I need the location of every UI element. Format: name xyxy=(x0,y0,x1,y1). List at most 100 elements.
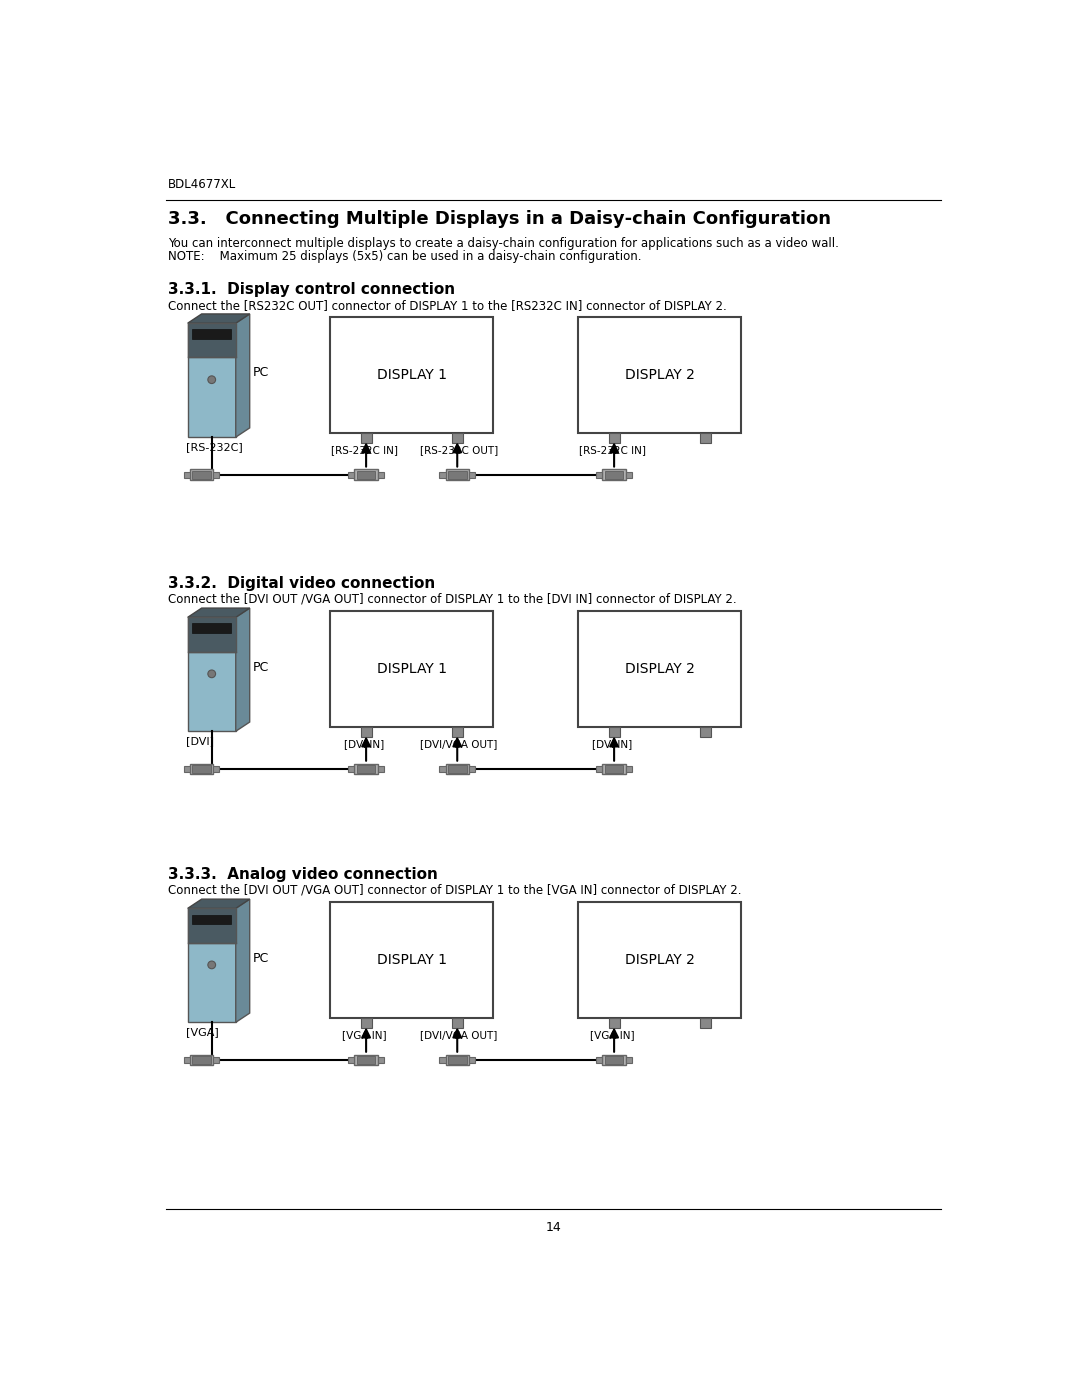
Bar xyxy=(190,469,213,481)
Bar xyxy=(609,726,620,736)
Bar xyxy=(605,471,623,479)
Bar xyxy=(578,317,741,433)
Bar xyxy=(378,1058,383,1063)
Text: DISPLAY 1: DISPLAY 1 xyxy=(377,953,447,967)
Bar xyxy=(700,1018,711,1028)
Text: [DVI IN]: [DVI IN] xyxy=(593,739,633,749)
Bar xyxy=(192,623,231,633)
Bar xyxy=(596,1058,603,1063)
Text: DISPLAY 1: DISPLAY 1 xyxy=(377,367,447,381)
Bar xyxy=(448,471,467,479)
Circle shape xyxy=(207,961,216,968)
Text: BDL4677XL: BDL4677XL xyxy=(167,179,235,191)
Bar xyxy=(356,766,376,773)
Bar xyxy=(448,766,467,773)
Bar xyxy=(448,1056,467,1065)
Bar xyxy=(625,766,632,773)
Bar xyxy=(596,472,603,478)
Bar xyxy=(330,610,494,726)
Bar xyxy=(469,1058,475,1063)
Bar xyxy=(440,472,446,478)
Bar xyxy=(446,764,469,774)
Bar xyxy=(469,472,475,478)
Bar xyxy=(213,766,219,773)
Bar xyxy=(354,1055,378,1066)
Bar xyxy=(192,471,211,479)
Bar xyxy=(348,766,354,773)
Polygon shape xyxy=(188,608,249,617)
Bar xyxy=(348,472,354,478)
Bar xyxy=(440,766,446,773)
Text: [DVI/VGA OUT]: [DVI/VGA OUT] xyxy=(420,1030,498,1039)
Bar xyxy=(348,1058,354,1063)
Bar xyxy=(213,472,219,478)
Polygon shape xyxy=(188,900,249,908)
Text: DISPLAY 1: DISPLAY 1 xyxy=(377,662,447,676)
Bar xyxy=(188,617,235,651)
Text: DISPLAY 2: DISPLAY 2 xyxy=(624,367,694,381)
Text: [VGA]: [VGA] xyxy=(186,1027,219,1037)
Bar xyxy=(188,908,235,1023)
Bar xyxy=(356,471,376,479)
Bar xyxy=(330,317,494,433)
Bar xyxy=(184,766,190,773)
Bar xyxy=(700,433,711,443)
Bar xyxy=(603,469,625,481)
Bar xyxy=(700,726,711,736)
Circle shape xyxy=(207,671,216,678)
Bar xyxy=(446,469,469,481)
Bar xyxy=(625,472,632,478)
Text: 3.3.   Connecting Multiple Displays in a Daisy-chain Configuration: 3.3. Connecting Multiple Displays in a D… xyxy=(167,210,831,228)
Text: [RS-232C OUT]: [RS-232C OUT] xyxy=(420,444,498,455)
Text: 3.3.3.  Analog video connection: 3.3.3. Analog video connection xyxy=(167,866,437,882)
Text: 3.3.1.  Display control connection: 3.3.1. Display control connection xyxy=(167,282,455,296)
Text: 3.3.2.  Digital video connection: 3.3.2. Digital video connection xyxy=(167,576,435,591)
Bar xyxy=(578,610,741,726)
Bar xyxy=(605,1056,623,1065)
Bar xyxy=(192,915,231,923)
Bar xyxy=(188,908,235,943)
Text: [DVI IN]: [DVI IN] xyxy=(345,739,384,749)
Bar xyxy=(356,1056,376,1065)
Bar xyxy=(578,902,741,1018)
Text: [VGA IN]: [VGA IN] xyxy=(342,1030,387,1039)
Bar xyxy=(361,726,372,736)
Text: PC: PC xyxy=(253,951,269,965)
Bar xyxy=(361,433,372,443)
Text: PC: PC xyxy=(253,366,269,380)
Polygon shape xyxy=(235,608,249,731)
Bar xyxy=(184,1058,190,1063)
Text: [RS-232C IN]: [RS-232C IN] xyxy=(579,444,646,455)
Bar xyxy=(609,433,620,443)
Text: [VGA IN]: [VGA IN] xyxy=(591,1030,635,1039)
Bar xyxy=(188,323,235,358)
Bar xyxy=(451,1018,462,1028)
Bar xyxy=(446,1055,469,1066)
Bar xyxy=(603,764,625,774)
Bar xyxy=(451,433,462,443)
Bar xyxy=(188,323,235,437)
Bar xyxy=(451,726,462,736)
Text: You can interconnect multiple displays to create a daisy-chain configuration for: You can interconnect multiple displays t… xyxy=(167,237,838,250)
Text: Connect the [DVI OUT /VGA OUT] connector of DISPLAY 1 to the [VGA IN] connector : Connect the [DVI OUT /VGA OUT] connector… xyxy=(167,884,741,897)
Bar xyxy=(192,1056,211,1065)
Bar xyxy=(596,766,603,773)
Polygon shape xyxy=(235,314,249,437)
Polygon shape xyxy=(235,900,249,1023)
Bar xyxy=(378,766,383,773)
Bar xyxy=(605,766,623,773)
Bar xyxy=(440,1058,446,1063)
Text: 14: 14 xyxy=(545,1221,562,1234)
Bar xyxy=(469,766,475,773)
Bar xyxy=(603,1055,625,1066)
Text: PC: PC xyxy=(253,661,269,673)
Text: NOTE:    Maximum 25 displays (5x5) can be used in a daisy-chain configuration.: NOTE: Maximum 25 displays (5x5) can be u… xyxy=(167,250,642,263)
Bar xyxy=(188,617,235,731)
Text: [DVI/VGA OUT]: [DVI/VGA OUT] xyxy=(420,739,498,749)
Bar xyxy=(330,902,494,1018)
Bar xyxy=(190,1055,213,1066)
Bar xyxy=(184,472,190,478)
Bar xyxy=(378,472,383,478)
Circle shape xyxy=(207,376,216,384)
Bar xyxy=(625,1058,632,1063)
